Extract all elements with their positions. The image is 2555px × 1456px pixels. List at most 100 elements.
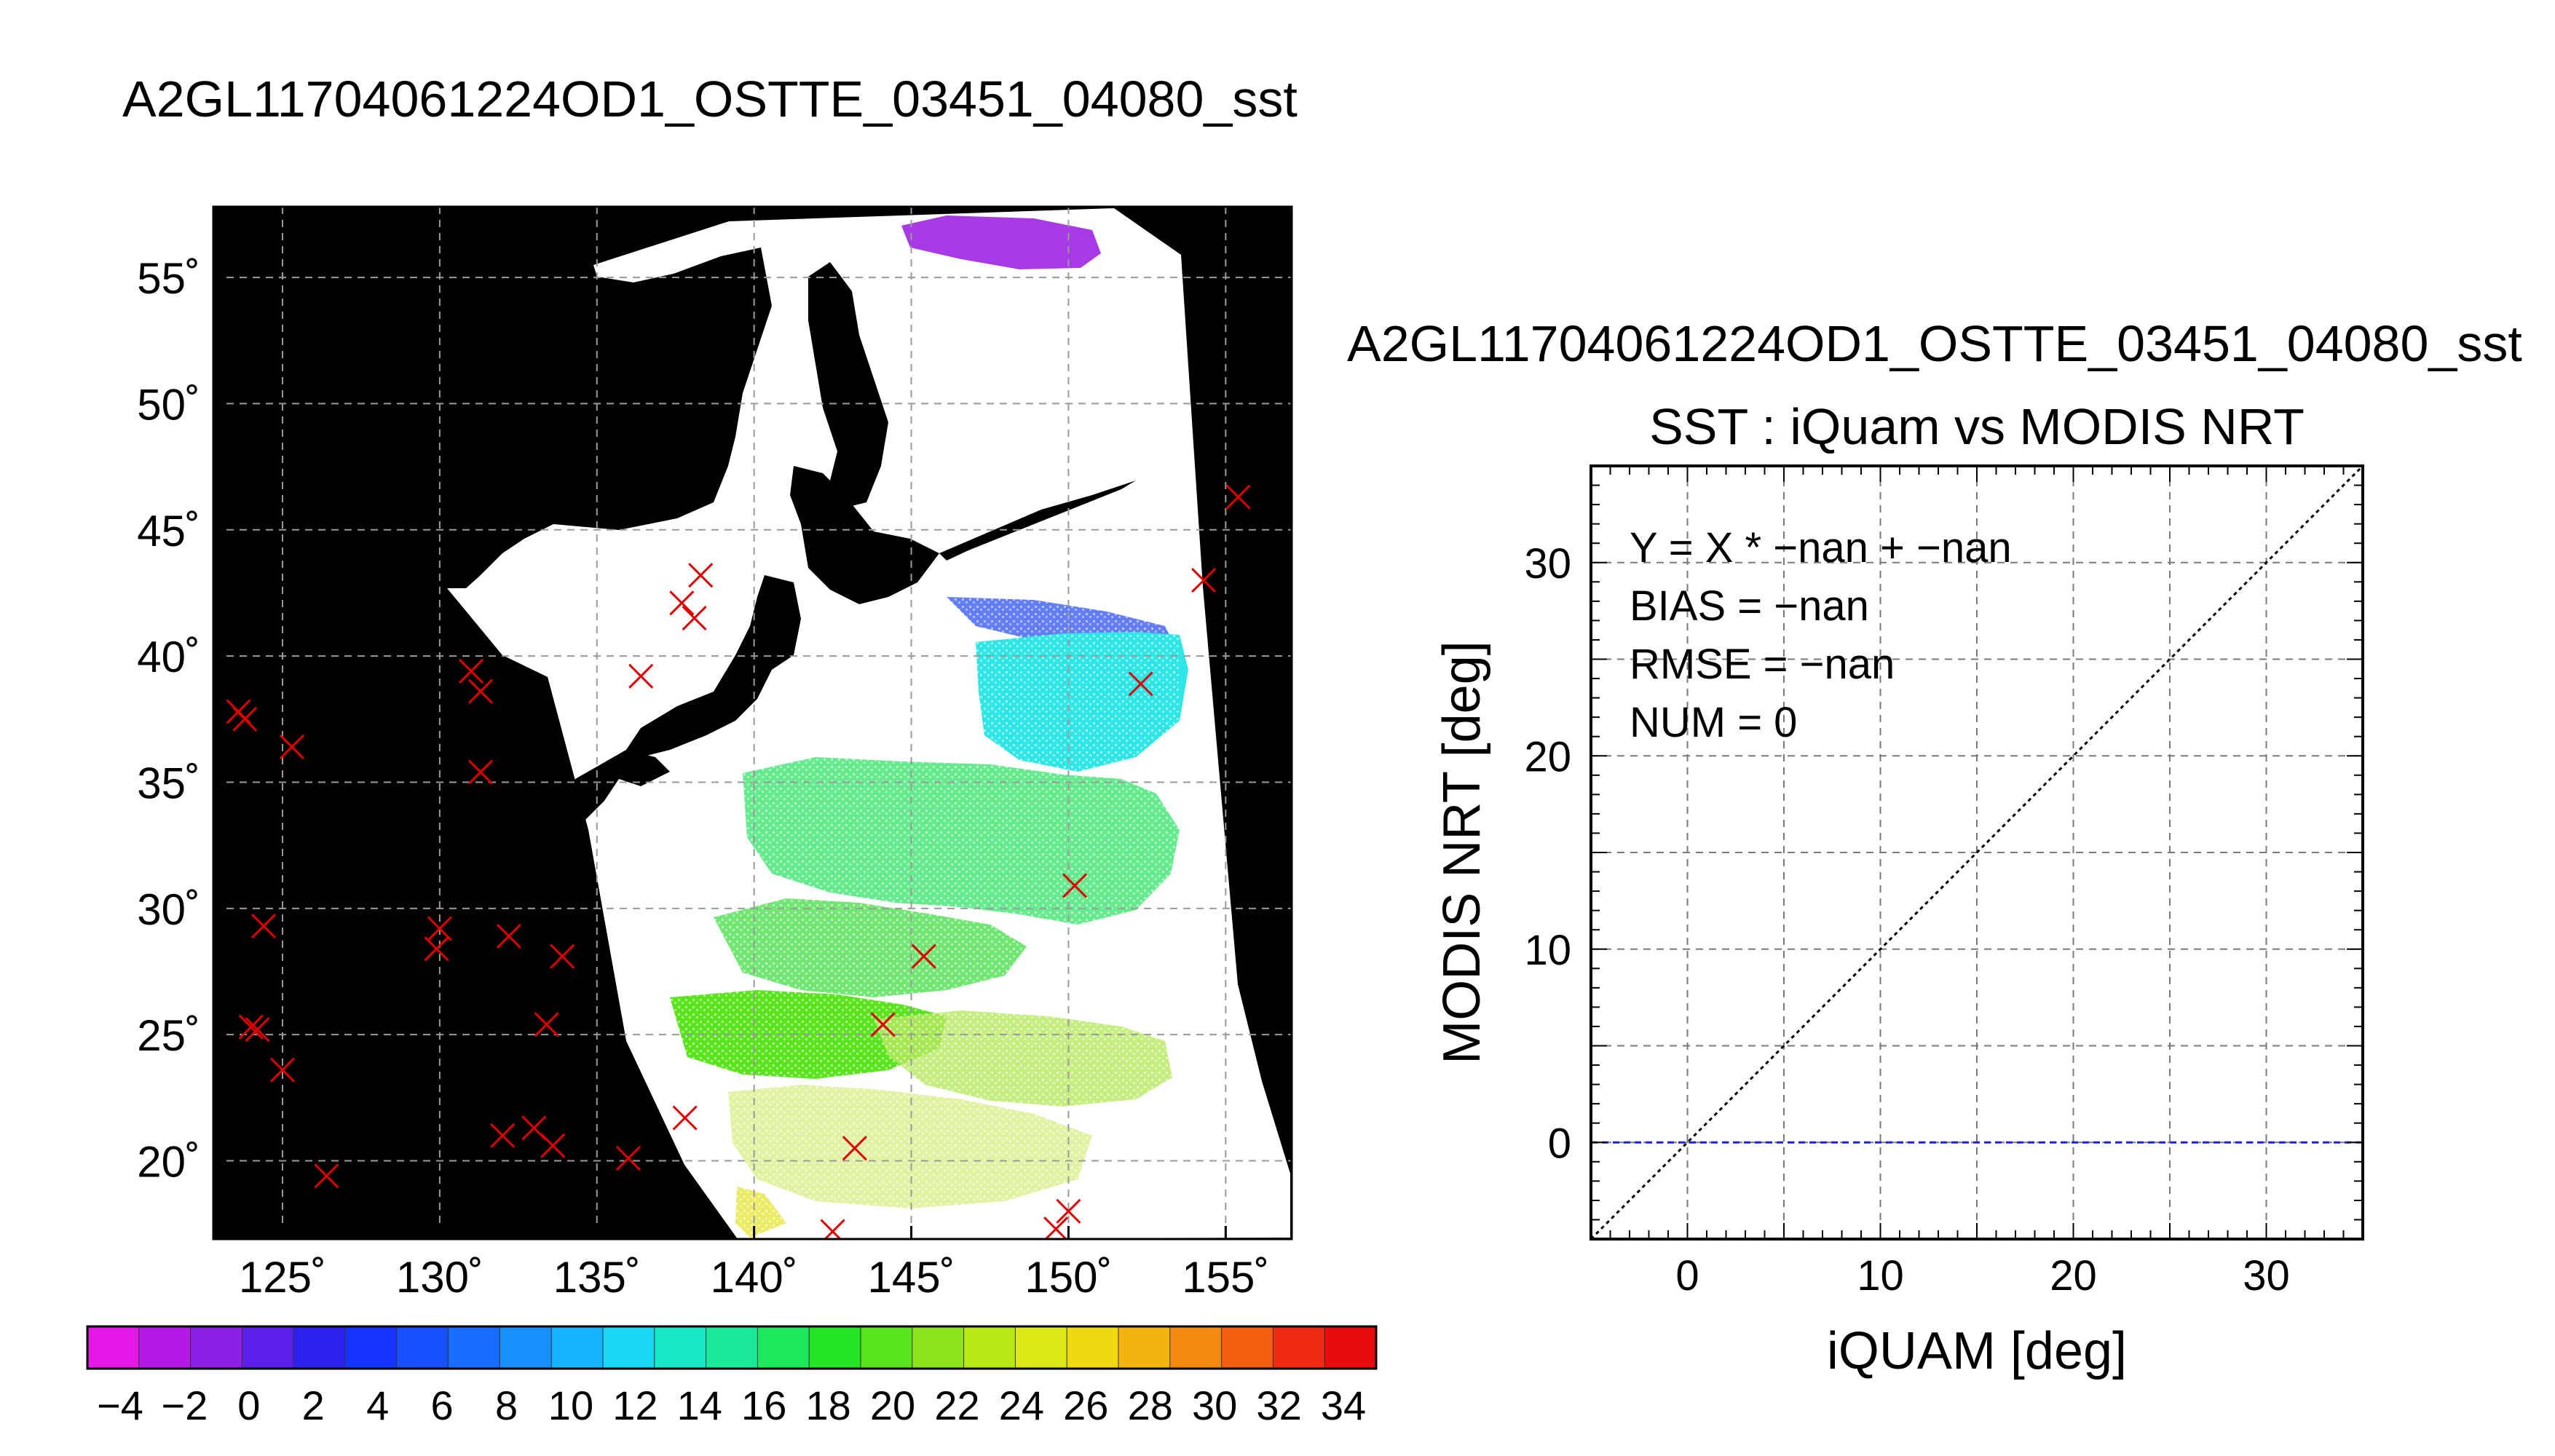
lon-label: 135˚ bbox=[553, 1253, 641, 1302]
colorbar-label: 30 bbox=[1192, 1382, 1237, 1428]
colorbar-cell bbox=[499, 1326, 553, 1369]
y-tick-label: 10 bbox=[1524, 927, 1571, 974]
buoy-marker bbox=[458, 658, 484, 684]
scatter-subtitle: SST : iQuam vs MODIS NRT bbox=[1649, 398, 2305, 455]
colorbar-cell bbox=[1014, 1326, 1068, 1369]
scatter-panel: A2GL11704061224OD1_OSTTE_03451_04080_sst… bbox=[1347, 315, 2522, 1380]
lat-label: 20˚ bbox=[137, 1138, 200, 1187]
colorbar-label: 12 bbox=[612, 1382, 657, 1428]
colorbar-labels: −4 −2 0 2 4 6 8 10 12 14 16 18 20 22 24 26 28 30 32 34 bbox=[97, 1382, 1366, 1428]
buoy-marker bbox=[534, 1012, 559, 1037]
identity-line bbox=[1590, 464, 2364, 1241]
buoy-marker bbox=[427, 916, 452, 941]
x-tick-label: 0 bbox=[1675, 1252, 1699, 1299]
colorbar-cell bbox=[1169, 1326, 1223, 1369]
buoy-marker bbox=[540, 1133, 566, 1158]
buoy-marker bbox=[628, 663, 654, 689]
sst-region-violet bbox=[901, 215, 1101, 269]
lon-label: 145˚ bbox=[868, 1253, 955, 1302]
lat-label: 35˚ bbox=[137, 759, 200, 807]
buoy-marker bbox=[1191, 568, 1217, 593]
y-tick-label: 30 bbox=[1524, 540, 1571, 587]
colorbar-label: −4 bbox=[97, 1382, 143, 1428]
land-sakhalin bbox=[808, 262, 888, 510]
colorbar-cell bbox=[963, 1326, 1016, 1369]
colorbar-cell bbox=[1066, 1326, 1120, 1369]
colorbar-cell bbox=[550, 1326, 604, 1369]
colorbar-cell bbox=[293, 1326, 347, 1369]
colorbar-label: 20 bbox=[870, 1382, 915, 1428]
buoy-marker bbox=[424, 936, 449, 962]
lat-label: 55˚ bbox=[137, 254, 200, 303]
colorbar-label: 14 bbox=[677, 1382, 722, 1428]
colorbar-cell bbox=[1272, 1326, 1326, 1369]
lon-label: 125˚ bbox=[239, 1253, 326, 1302]
x-tick-label: 30 bbox=[2243, 1252, 2290, 1299]
buoy-marker bbox=[251, 914, 277, 939]
colorbar-label: 0 bbox=[237, 1382, 260, 1428]
colorbar-cell bbox=[654, 1326, 707, 1369]
colorbar-label: 18 bbox=[805, 1382, 850, 1428]
colorbar-cell bbox=[1324, 1326, 1378, 1369]
plot-frame bbox=[1590, 464, 2364, 1241]
colorbar-cell bbox=[344, 1326, 398, 1369]
x-tick-labels: 0 10 20 30 bbox=[1675, 1252, 2289, 1299]
colorbar-cell bbox=[860, 1326, 913, 1369]
colorbar-label: 16 bbox=[741, 1382, 786, 1428]
colorbar-cell bbox=[757, 1326, 810, 1369]
colorbar-cell bbox=[396, 1326, 449, 1369]
colorbar-cell bbox=[190, 1326, 243, 1369]
stat-rmse: RMSE = −nan bbox=[1630, 641, 1895, 688]
lat-label: 40˚ bbox=[137, 633, 200, 681]
colorbar-cell bbox=[448, 1326, 501, 1369]
y-axis-label: MODIS NRT [deg] bbox=[1433, 641, 1491, 1064]
land-masses bbox=[213, 207, 1136, 1239]
colorbar-cells bbox=[87, 1326, 1378, 1369]
buoy-marker bbox=[467, 759, 494, 785]
stat-bias: BIAS = −nan bbox=[1630, 582, 1869, 630]
land-asia-mainland bbox=[213, 207, 772, 1239]
lat-label: 45˚ bbox=[137, 507, 200, 555]
y-tick-labels: 0 10 20 30 bbox=[1524, 540, 1571, 1168]
buoy-marker bbox=[820, 1219, 845, 1239]
buoy-markers bbox=[226, 484, 1251, 1239]
colorbar-label: 26 bbox=[1063, 1382, 1108, 1428]
colorbar-cell bbox=[138, 1326, 191, 1369]
buoy-marker bbox=[550, 943, 575, 969]
colorbar-label: −2 bbox=[161, 1382, 208, 1428]
lat-label: 30˚ bbox=[137, 885, 200, 934]
colorbar-label: 24 bbox=[999, 1382, 1044, 1428]
colorbar-label: 2 bbox=[302, 1382, 325, 1428]
buoy-marker bbox=[279, 734, 305, 759]
colorbar-frame bbox=[86, 1325, 1378, 1370]
buoy-marker bbox=[870, 1012, 896, 1037]
colorbar-label: 4 bbox=[366, 1382, 389, 1428]
x-tick-label: 10 bbox=[1857, 1252, 1904, 1299]
buoy-marker bbox=[1056, 1198, 1081, 1224]
colorbar-label: 34 bbox=[1321, 1382, 1366, 1428]
lat-label: 25˚ bbox=[137, 1011, 200, 1060]
lon-label: 150˚ bbox=[1024, 1253, 1112, 1302]
lon-label: 155˚ bbox=[1182, 1253, 1269, 1302]
buoy-marker bbox=[232, 706, 258, 732]
buoy-marker bbox=[238, 1014, 264, 1040]
lon-label: 130˚ bbox=[396, 1253, 483, 1302]
buoy-marker bbox=[467, 678, 494, 704]
colorbar-cell bbox=[241, 1326, 295, 1369]
map-frame bbox=[212, 205, 1293, 1241]
land-honshu bbox=[626, 575, 801, 757]
y-tick-label: 0 bbox=[1548, 1120, 1571, 1167]
colorbar-cell bbox=[87, 1326, 140, 1369]
file-title: A2GL11704061224OD1_OSTTE_03451_04080_sst bbox=[122, 71, 1298, 127]
buoy-marker bbox=[314, 1163, 339, 1189]
buoy-marker bbox=[245, 1017, 270, 1042]
colorbar-cell bbox=[602, 1326, 655, 1369]
buoy-marker bbox=[1128, 671, 1153, 697]
colorbar-cell bbox=[912, 1326, 965, 1369]
lon-label: 140˚ bbox=[711, 1253, 798, 1302]
buoy-marker bbox=[1225, 484, 1251, 510]
buoy-marker bbox=[269, 1057, 296, 1083]
buoy-marker bbox=[1062, 873, 1088, 898]
buoy-marker bbox=[496, 923, 521, 949]
map-gridlines bbox=[213, 207, 1292, 1239]
